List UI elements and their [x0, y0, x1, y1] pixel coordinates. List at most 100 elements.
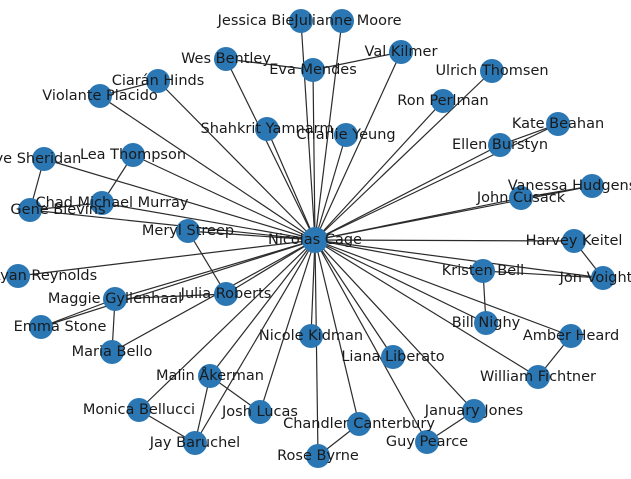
node-jessica-biel — [289, 9, 313, 33]
label-nicole-kidman: Nicole Kidman — [259, 328, 363, 344]
label-bill-nighy: Bill Nighy — [452, 315, 521, 331]
edge-vanessa-hudgens-john-cusack — [520, 185, 593, 199]
node-charlie-yeung — [334, 123, 358, 147]
edge-nicolas-cage-monica-bellucci — [138, 239, 316, 411]
node-josh-lucas — [248, 400, 272, 424]
edge-nicolas-cage-bill-nighy — [314, 239, 487, 324]
edge-nicolas-cage-lea-thompson — [132, 154, 316, 241]
edge-nicolas-cage-nicole-kidman — [310, 239, 316, 337]
edge-nicolas-cage-wes-bentley — [225, 58, 316, 241]
label-rose-byrne: Rose Byrne — [277, 448, 359, 464]
node-january-jones — [462, 399, 486, 423]
edge-nicolas-cage-ulrich-thomsen — [314, 70, 493, 241]
label-julia-roberts: Julia Roberts — [180, 286, 272, 302]
edge-nicolas-cage-ciaran-hinds — [157, 80, 316, 241]
label-meryl-streep: Meryl Streep — [142, 223, 234, 239]
label-ron-perlman: Ron Perlman — [397, 93, 488, 109]
nodes-layer — [6, 9, 615, 468]
label-violante-placido: Violante Placido — [42, 88, 158, 104]
node-maggie-gyllenhaal — [103, 287, 127, 311]
edge-nicolas-cage-violante-placido — [99, 95, 316, 241]
node-ryan-reynolds — [6, 264, 30, 288]
node-wes-bentley — [214, 47, 238, 71]
node-shahkrit-yamnarm — [255, 117, 279, 141]
edge-nicolas-cage-chandler-canterbury — [314, 239, 360, 425]
node-julia-roberts — [214, 282, 238, 306]
node-rose-byrne — [306, 444, 330, 468]
edge-nicolas-cage-josh-lucas — [259, 239, 316, 413]
label-january-jones: January Jones — [424, 403, 523, 419]
label-shahkrit-yamnarm: Shahkrit Yamnarm — [201, 121, 334, 137]
node-julianne-moore — [330, 9, 354, 33]
label-charlie-yeung: Charlie Yeung — [296, 127, 395, 143]
label-maria-bello: Maria Bello — [72, 344, 153, 360]
node-malin-akerman — [198, 364, 222, 388]
node-kristen-bell — [471, 259, 495, 283]
edge-nicolas-cage-john-cusack — [314, 197, 522, 241]
edge-nicolas-cage-shahkrit-yamnarm — [266, 128, 316, 241]
label-chandler-canterbury: Chandler Canterbury — [283, 416, 435, 432]
label-eva-mendes: Eva Mendes — [269, 62, 357, 78]
label-kate-beahan: Kate Beahan — [512, 116, 604, 132]
node-meryl-streep — [176, 219, 200, 243]
node-nicolas-cage — [302, 227, 328, 253]
label-jessica-biel: Jessica Biel — [217, 13, 299, 29]
node-val-kilmer — [389, 40, 413, 64]
edge-nicolas-cage-faye-sheridan — [43, 158, 316, 241]
label-monica-bellucci: Monica Bellucci — [83, 402, 195, 418]
label-ryan-reynolds: Ryan Reynolds — [0, 268, 97, 284]
edge-nicolas-cage-guy-pearce — [314, 239, 428, 443]
node-ciaran-hinds — [146, 69, 170, 93]
node-nicole-kidman — [299, 324, 323, 348]
edge-kristen-bell-jon-voight — [482, 270, 604, 279]
label-gene-blevins: Gene Blevins — [10, 202, 105, 218]
edge-nicolas-cage-gene-blevins — [29, 209, 316, 241]
edge-nicolas-cage-julianne-moore — [314, 20, 343, 241]
node-william-fichtner — [526, 365, 550, 389]
edge-maggie-gyllenhaal-emma-stone — [40, 298, 116, 328]
edge-nicolas-cage-ron-perlman — [314, 100, 444, 241]
edge-nicolas-cage-meryl-streep — [187, 230, 316, 241]
edge-nicolas-cage-rose-byrne — [314, 239, 319, 457]
node-harvey-keitel — [562, 229, 586, 253]
node-gene-blevins — [18, 198, 42, 222]
edge-maggie-gyllenhaal-julia-roberts — [114, 293, 227, 300]
label-emma-stone: Emma Stone — [14, 319, 107, 335]
label-jon-voight: Jon Voight — [559, 270, 631, 286]
label-liana-liberato: Liana Liberato — [341, 349, 444, 365]
label-val-kilmer: Val Kilmer — [365, 44, 438, 60]
node-ron-perlman — [431, 89, 455, 113]
edge-nicolas-cage-ellen-burstyn — [314, 144, 501, 241]
edge-nicolas-cage-ryan-reynolds — [17, 239, 316, 277]
edge-nicolas-cage-emma-stone — [40, 239, 316, 328]
label-john-cusack: John Cusack — [476, 190, 566, 206]
label-lea-thompson: Lea Thompson — [80, 147, 186, 163]
node-chandler-canterbury — [347, 412, 371, 436]
edges-layer — [17, 20, 604, 457]
edge-nicolas-cage-liana-liberato — [314, 239, 394, 358]
label-amber-heard: Amber Heard — [523, 328, 619, 344]
edge-nicolas-cage-kate-beahan — [314, 123, 559, 241]
edge-nicolas-cage-maggie-gyllenhaal — [114, 239, 316, 300]
edge-wes-bentley-eva-mendes — [225, 58, 314, 71]
label-maggie-gyllenhaal: Maggie Gyllenhaal — [48, 291, 182, 307]
node-vanessa-hudgens — [580, 174, 604, 198]
label-faye-sheridan: Faye Sheridan — [0, 151, 81, 167]
edge-nicolas-cage-william-fichtner — [314, 239, 539, 378]
edge-meryl-streep-julia-roberts — [187, 230, 227, 295]
node-jay-baruchel — [183, 431, 207, 455]
edge-nicolas-cage-jon-voight — [314, 239, 604, 279]
label-guy-pearce: Guy Pearce — [386, 434, 468, 450]
node-kate-beahan — [546, 112, 570, 136]
label-ellen-burstyn: Ellen Burstyn — [452, 137, 548, 153]
edge-nicolas-cage-january-jones — [314, 239, 475, 412]
node-guy-pearce — [415, 430, 439, 454]
label-malin-akerman: Malin Åkerman — [156, 367, 264, 384]
node-ulrich-thomsen — [480, 59, 504, 83]
label-nicolas-cage: Nicolas Cage — [268, 232, 362, 248]
label-jay-baruchel: Jay Baruchel — [149, 435, 240, 451]
label-wes-bentley: Wes Bentley — [181, 51, 271, 67]
edge-nicolas-cage-charlie-yeung — [314, 134, 347, 241]
edge-nicolas-cage-chad-michael-murray — [101, 202, 316, 241]
